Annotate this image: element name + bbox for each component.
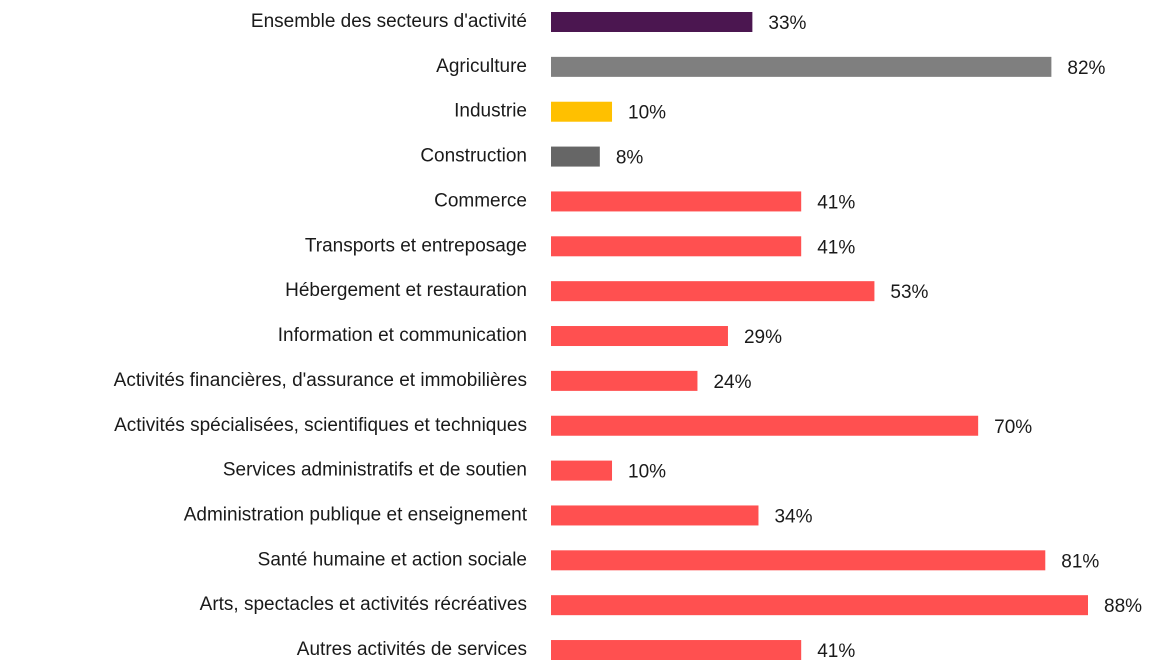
bar bbox=[551, 191, 802, 212]
category-label: Autres activités de services bbox=[297, 639, 527, 660]
category-label: Agriculture bbox=[436, 56, 527, 77]
category-label: Santé humaine et action sociale bbox=[258, 549, 527, 570]
bar bbox=[551, 236, 802, 257]
bar bbox=[551, 550, 1046, 571]
category-label: Information et communication bbox=[278, 325, 527, 346]
bar bbox=[551, 281, 875, 302]
bar bbox=[551, 326, 728, 347]
value-label: 70% bbox=[994, 417, 1032, 438]
category-label: Administration publique et enseignement bbox=[184, 504, 528, 525]
value-label: 10% bbox=[628, 462, 666, 483]
bar bbox=[551, 640, 802, 660]
value-label: 34% bbox=[774, 506, 812, 527]
category-label: Industrie bbox=[454, 101, 527, 122]
category-label: Activités financières, d'assurance et im… bbox=[114, 370, 527, 391]
value-label: 33% bbox=[768, 13, 806, 34]
bar bbox=[551, 415, 979, 436]
value-label: 8% bbox=[616, 148, 644, 169]
bar bbox=[551, 101, 613, 122]
value-label: 24% bbox=[713, 372, 751, 393]
category-label: Ensemble des secteurs d'activité bbox=[251, 11, 527, 32]
value-label: 81% bbox=[1061, 551, 1099, 572]
category-label: Transports et entreposage bbox=[305, 235, 527, 256]
value-label: 41% bbox=[817, 641, 855, 660]
bar bbox=[551, 595, 1088, 616]
bar bbox=[551, 12, 753, 32]
category-label: Hébergement et restauration bbox=[285, 280, 527, 301]
value-label: 29% bbox=[744, 327, 782, 348]
bar bbox=[551, 460, 613, 481]
category-label: Commerce bbox=[434, 190, 527, 211]
bar bbox=[551, 56, 1052, 77]
category-label: Construction bbox=[420, 146, 527, 167]
bar bbox=[551, 370, 698, 391]
bar bbox=[551, 505, 759, 526]
value-label: 10% bbox=[628, 103, 666, 124]
value-label: 41% bbox=[817, 237, 855, 258]
value-label: 82% bbox=[1067, 58, 1105, 79]
category-label: Services administratifs et de soutien bbox=[223, 460, 527, 481]
category-label: Arts, spectacles et activités récréative… bbox=[200, 594, 527, 615]
category-label: Activités spécialisées, scientifiques et… bbox=[114, 415, 527, 436]
value-label: 41% bbox=[817, 192, 855, 213]
value-label: 53% bbox=[890, 282, 928, 303]
value-label: 88% bbox=[1104, 596, 1142, 617]
bar bbox=[551, 146, 600, 167]
